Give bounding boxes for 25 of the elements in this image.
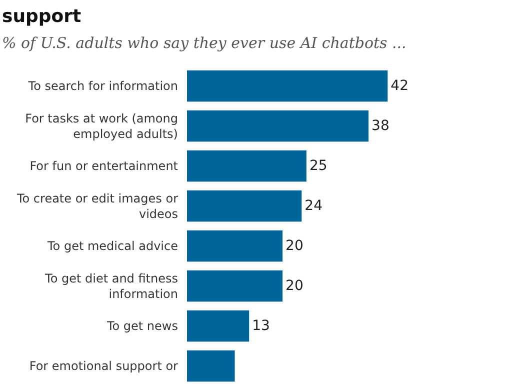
text: support xyxy=(2,6,82,27)
y-tick-label: To get diet and fitness information xyxy=(44,271,178,301)
y-tick-label: For fun or entertainment xyxy=(30,159,178,174)
data-label: 38 xyxy=(372,118,390,134)
y-tick-label: For emotional support or xyxy=(29,359,178,374)
data-label: 25 xyxy=(309,158,328,174)
bar xyxy=(187,190,302,222)
bar xyxy=(187,150,306,182)
bar xyxy=(187,270,283,302)
data-label: 13 xyxy=(252,318,270,334)
bar xyxy=(187,110,369,142)
y-tick-label: To get news xyxy=(106,319,178,334)
data-label: 24 xyxy=(304,198,323,214)
data-label: 20 xyxy=(286,238,304,254)
y-tick-label: To search for information xyxy=(27,79,178,94)
bar xyxy=(187,70,388,102)
chart-subtitle: % of U.S. adults who say they ever use AI chatbots ... xyxy=(2,34,406,52)
y-tick-label: For tasks at work (among employed adults) xyxy=(25,111,178,141)
data-label: 42 xyxy=(390,78,408,94)
bar xyxy=(187,310,250,342)
y-tick-label: To get medical advice xyxy=(46,239,178,254)
bar xyxy=(187,230,283,262)
bar xyxy=(187,350,235,382)
data-label: 20 xyxy=(286,278,304,294)
y-tick-label: To create or edit images or videos xyxy=(16,191,178,221)
